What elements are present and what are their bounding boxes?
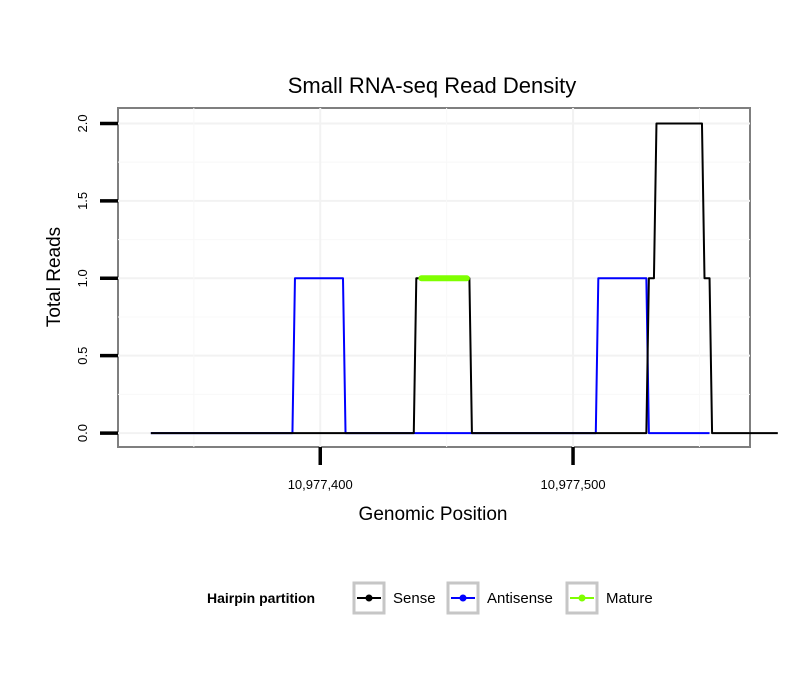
legend-title: Hairpin partition	[207, 590, 315, 606]
legend-key-antisense	[446, 581, 480, 615]
legend-dot-sense	[365, 594, 373, 602]
y-axis-ticks: 0.0 0.5 1.0 1.5 2.0	[75, 114, 118, 442]
legend-dot-mature	[578, 594, 586, 602]
legend-label-antisense: Antisense	[487, 590, 553, 607]
legend-label-mature: Mature	[606, 590, 653, 607]
y-tick-label: 0.5	[75, 347, 90, 365]
x-axis-ticks: 10,977,400 10,977,500	[288, 447, 606, 492]
series-lines	[150, 122, 778, 435]
y-tick-label: 2.0	[75, 114, 90, 132]
y-axis-title: Total Reads	[44, 227, 65, 327]
legend-item-antisense: Antisense	[446, 581, 553, 615]
y-tick-label: 0.0	[75, 424, 90, 442]
x-tick-label: 10,977,500	[541, 477, 606, 492]
x-axis-title: Genomic Position	[359, 504, 508, 525]
y-tick-label: 1.0	[75, 269, 90, 287]
y-tick-label: 1.5	[75, 192, 90, 210]
legend-label-sense: Sense	[393, 590, 436, 607]
legend: Hairpin partition Sense Antisense Mature	[207, 581, 653, 615]
chart-title: Small RNA-seq Read Density	[288, 73, 577, 98]
legend-dot-antisense	[459, 594, 467, 602]
legend-item-mature: Mature	[565, 581, 653, 615]
legend-item-sense: Sense	[352, 581, 436, 615]
x-tick-label: 10,977,400	[288, 477, 353, 492]
